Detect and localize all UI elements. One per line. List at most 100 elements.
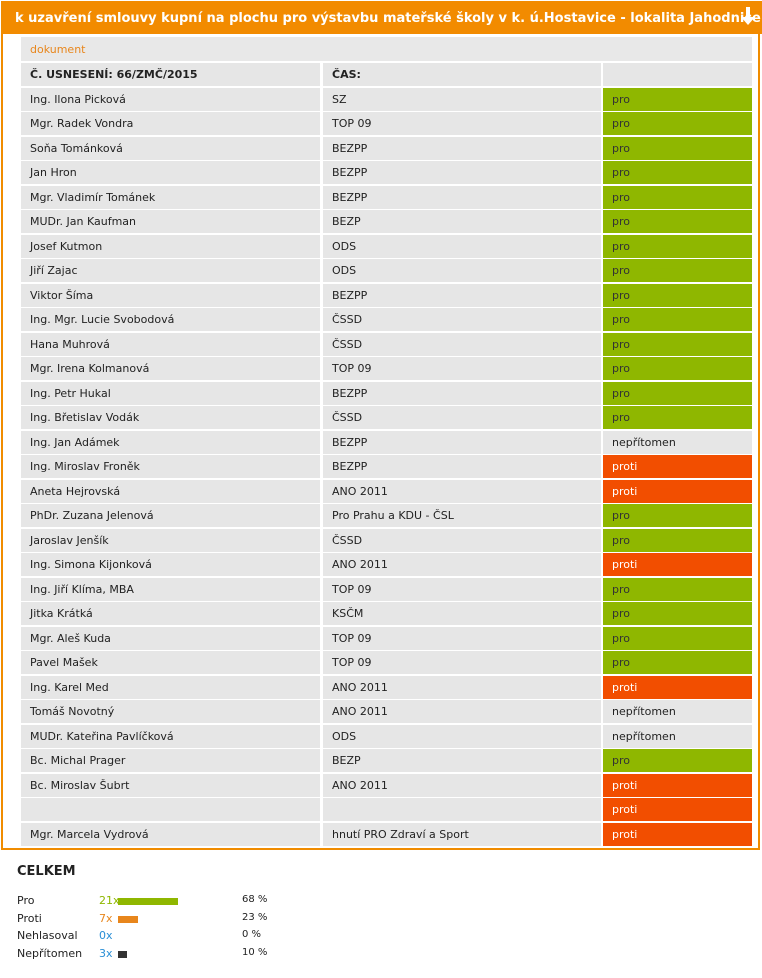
vote-panel: k uzavření smlouvy kupní na plochu pro v… xyxy=(1,1,762,850)
member-name: Ing. Břetislav Vodák xyxy=(21,406,320,429)
vote-result: pro xyxy=(603,259,752,282)
summary-label: Pro xyxy=(17,894,35,907)
member-name: Mgr. Marcela Vydrová xyxy=(21,822,320,846)
vote-result: pro xyxy=(603,332,752,356)
summary-percent: 10 % xyxy=(242,946,268,958)
table-row: Ing. Petr Hukal BEZPP pro xyxy=(21,381,752,407)
member-name: Mgr. Aleš Kuda xyxy=(21,626,320,650)
table-row: Mgr. Irena Kolmanová TOP 09 pro xyxy=(21,357,752,382)
member-party: TOP 09 xyxy=(323,357,601,380)
member-party: ČSSD xyxy=(323,406,601,429)
member-party: ČSSD xyxy=(323,332,601,356)
member-name: Jaroslav Jenšík xyxy=(21,528,320,552)
table-row: MUDr. Jan Kaufman BEZP pro xyxy=(21,210,752,235)
vote-result: pro xyxy=(603,185,752,209)
document-link[interactable]: dokument xyxy=(30,43,86,56)
table-row: Jitka Krátká KSČM pro xyxy=(21,602,752,627)
member-name: Ing. Mgr. Lucie Svobodová xyxy=(21,308,320,331)
table-row: Mgr. Vladimír Tománek BEZPP pro xyxy=(21,185,752,211)
table-row: Aneta Hejrovská ANO 2011 proti xyxy=(21,479,752,505)
summary-percent: 68 % xyxy=(242,894,268,905)
vote-result: proti xyxy=(603,479,752,503)
member-name: Ing. Jan Adámek xyxy=(21,430,320,454)
vote-header xyxy=(603,63,752,86)
member-party: ANO 2011 xyxy=(323,675,601,699)
summary-count: 0x xyxy=(99,929,113,942)
summary-count: 21x xyxy=(99,894,120,907)
member-party: ANO 2011 xyxy=(323,553,601,576)
member-party: ODS xyxy=(323,724,601,748)
table-row: proti xyxy=(21,798,752,823)
member-party: ODS xyxy=(323,259,601,282)
table-row: PhDr. Zuzana Jelenová Pro Prahu a KDU - Č… xyxy=(21,504,752,529)
member-name xyxy=(21,798,320,821)
table-row: Ing. Ilona Picková SZ pro xyxy=(21,87,752,113)
vote-result: pro xyxy=(603,308,752,331)
table-row: Bc. Miroslav Šubrt ANO 2011 proti xyxy=(21,773,752,799)
vote-table: Č. USNESENÍ: 66/ZMČ/2015 ČAS: Ing. Ilona… xyxy=(21,63,752,847)
member-party: BEZP xyxy=(323,749,601,772)
table-row: Ing. Jan Adámek BEZPP nepřítomen xyxy=(21,430,752,456)
member-party: ANO 2011 xyxy=(323,773,601,797)
member-name: Ing. Karel Med xyxy=(21,675,320,699)
table-row: Jan Hron BEZPP pro xyxy=(21,161,752,186)
member-name: MUDr. Kateřina Pavlíčková xyxy=(21,724,320,748)
vote-result: pro xyxy=(603,602,752,625)
table-row: Mgr. Radek Vondra TOP 09 pro xyxy=(21,112,752,137)
member-party: KSČM xyxy=(323,602,601,625)
vote-result: nepřítomen xyxy=(603,724,752,748)
member-name: Jan Hron xyxy=(21,161,320,184)
summary-count: 7x xyxy=(99,911,113,925)
table-row: Pavel Mašek TOP 09 pro xyxy=(21,651,752,676)
vote-result: pro xyxy=(603,210,752,233)
member-party: BEZP xyxy=(323,210,601,233)
vote-result: pro xyxy=(603,136,752,160)
vote-result: pro xyxy=(603,283,752,307)
table-row: Ing. Mgr. Lucie Svobodová ČSSD pro xyxy=(21,308,752,333)
vote-result: pro xyxy=(603,504,752,527)
table-row: Mgr. Aleš Kuda TOP 09 pro xyxy=(21,626,752,652)
vote-result: proti xyxy=(603,773,752,797)
member-party: TOP 09 xyxy=(323,112,601,135)
summary-title: CELKEM xyxy=(17,864,76,879)
summary-label: Proti xyxy=(17,911,42,925)
vote-result: pro xyxy=(603,528,752,552)
member-name: PhDr. Zuzana Jelenová xyxy=(21,504,320,527)
summary-bar xyxy=(118,898,178,905)
vote-result: pro xyxy=(603,234,752,258)
member-name: Ing. Ilona Picková xyxy=(21,87,320,111)
panel-title[interactable]: k uzavření smlouvy kupní na plochu pro v… xyxy=(3,1,762,34)
member-name: Ing. Petr Hukal xyxy=(21,381,320,405)
member-name: Josef Kutmon xyxy=(21,234,320,258)
member-party: BEZPP xyxy=(323,185,601,209)
vote-result: proti xyxy=(603,675,752,699)
summary-label: Nepřítomen xyxy=(17,946,83,960)
member-party: TOP 09 xyxy=(323,651,601,674)
panel-title-text: k uzavření smlouvy kupní na plochu pro v… xyxy=(15,11,761,26)
summary-row: Nepřítomen 3x 10 % xyxy=(17,947,317,965)
arrow-down-icon[interactable] xyxy=(741,7,755,25)
member-party: TOP 09 xyxy=(323,577,601,601)
vote-result: pro xyxy=(603,357,752,380)
member-name: Ing. Jiří Klíma, MBA xyxy=(21,577,320,601)
table-header-row: Č. USNESENÍ: 66/ZMČ/2015 ČAS: xyxy=(21,63,752,88)
summary-row: Pro 21x 68 % xyxy=(17,894,317,912)
summary-label: Nehlasoval xyxy=(17,929,78,942)
table-row: MUDr. Kateřina Pavlíčková ODS nepřítomen xyxy=(21,724,752,750)
member-name: Mgr. Vladimír Tománek xyxy=(21,185,320,209)
vote-result: nepřítomen xyxy=(603,430,752,454)
document-row: dokument xyxy=(21,37,752,61)
table-row: Ing. Jiří Klíma, MBA TOP 09 pro xyxy=(21,577,752,603)
member-name: Viktor Šíma xyxy=(21,283,320,307)
member-name: Ing. Simona Kijonková xyxy=(21,553,320,576)
vote-result: pro xyxy=(603,112,752,135)
vote-result: proti xyxy=(603,455,752,478)
table-row: Bc. Michal Prager BEZP pro xyxy=(21,749,752,774)
member-name: Bc. Michal Prager xyxy=(21,749,320,772)
table-row: Ing. Simona Kijonková ANO 2011 proti xyxy=(21,553,752,578)
table-row: Ing. Miroslav Froněk BEZPP proti xyxy=(21,455,752,480)
vote-result: proti xyxy=(603,798,752,821)
summary-percent: 23 % xyxy=(242,911,268,923)
table-row: Hana Muhrová ČSSD pro xyxy=(21,332,752,358)
table-row: Soňa Tománková BEZPP pro xyxy=(21,136,752,162)
